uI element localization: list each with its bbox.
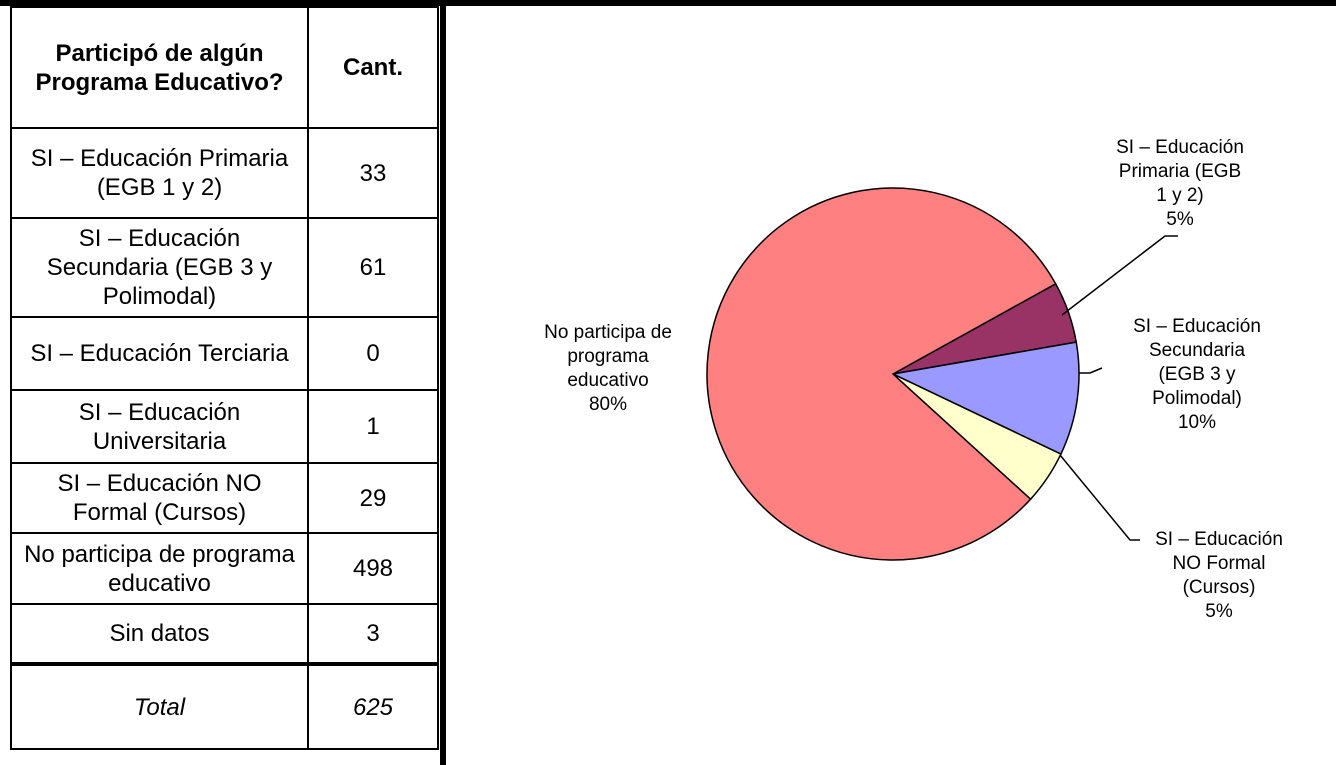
label-line: Primaria (EGB [1118,161,1242,182]
row-value: 1 [307,389,439,464]
data-label-primaria: SI – Educación Primaria (EGB 1 y 2) 5% [1100,136,1260,232]
row-label: SI – Educación Primaria (EGB 1 y 2) [10,127,309,219]
row-label: SI – Educación NO Formal (Cursos) [10,462,309,534]
pie-slices [706,187,1080,561]
label-line: Secundaria [1148,340,1246,361]
data-label-secundaria: SI – Educación Secundaria (EGB 3 y Polim… [1117,315,1277,435]
label-line: SI – Educación [1133,316,1261,337]
table-row: SI – Educación Primaria (EGB 1 y 2) 33 [10,127,439,219]
table-row: SI – Educación Universitaria 1 [10,389,439,464]
row-value: 3 [307,603,439,665]
row-label: SI – Educación Terciaria [10,316,309,391]
label-line: educativo [567,370,649,391]
leader-lines [1059,235,1178,541]
row-label: No participa de programa educativo [10,532,309,605]
row-value: 498 [307,532,439,605]
label-line: 1 y 2) [1156,185,1204,206]
label-percent: 5% [1166,209,1194,230]
pie-slice-3 [706,187,1057,561]
row-label: SI – Educación Universitaria [10,389,309,464]
label-line: No participa de [544,322,672,343]
data-label-noformal: SI – Educación NO Formal (Cursos) 5% [1139,528,1299,624]
pie-slice-1 [890,341,1080,456]
table-total-row: Total 625 [10,662,439,750]
label-percent: 80% [588,394,628,415]
row-value: 29 [307,462,439,534]
label-percent: 5% [1205,601,1233,622]
row-label: SI – Educación Secundaria (EGB 3 y Polim… [10,217,309,318]
table-row: SI – Educación Secundaria (EGB 3 y Polim… [10,217,439,318]
label-line: programa [567,346,649,367]
label-line: (Cursos) [1182,577,1256,598]
header-count: Cant. [307,6,439,129]
leader-line-secundaria [1079,367,1103,374]
row-value: 0 [307,316,439,391]
total-label: Total [10,662,309,750]
table-row: SI – Educación Terciaria 0 [10,316,439,391]
label-percent: 10% [1177,412,1217,433]
label-line: SI – Educación [1116,137,1244,158]
total-value: 625 [307,662,439,750]
top-border [0,0,1336,6]
label-line: SI – Educación [1155,529,1283,550]
leader-line-primaria [1061,235,1178,316]
label-line: (EGB 3 y [1158,364,1236,385]
data-table: Participó de algún Programa Educativo? C… [10,6,439,750]
table-row: No participa de programa educativo 498 [10,532,439,605]
label-line: Polimodal) [1152,388,1242,409]
header-category: Participó de algún Programa Educativo? [10,6,309,129]
table-header-row: Participó de algún Programa Educativo? C… [10,6,439,129]
leader-line-noformal [1059,454,1140,541]
data-label-no-participa: No participa de programa educativo 80% [528,321,688,417]
row-value: 61 [307,217,439,318]
row-label: Sin datos [10,603,309,665]
row-value: 33 [307,127,439,219]
table-row: SI – Educación NO Formal (Cursos) 29 [10,462,439,534]
label-line: NO Formal [1172,553,1266,574]
vertical-divider [440,0,446,765]
table-row: Sin datos 3 [10,603,439,665]
